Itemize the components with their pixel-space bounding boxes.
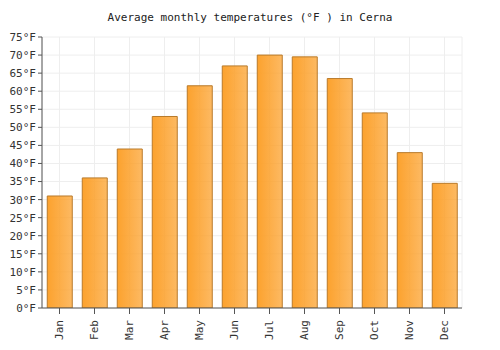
svg-text:25°F: 25°F: [10, 212, 37, 225]
svg-text:Aug: Aug: [298, 320, 311, 340]
svg-text:45°F: 45°F: [10, 139, 37, 152]
svg-text:5°F: 5°F: [16, 284, 36, 297]
svg-text:May: May: [193, 320, 206, 340]
svg-text:60°F: 60°F: [10, 85, 37, 98]
svg-text:Apr: Apr: [158, 320, 171, 340]
svg-text:65°F: 65°F: [10, 67, 37, 80]
svg-text:Jan: Jan: [53, 320, 66, 340]
svg-text:40°F: 40°F: [10, 157, 37, 170]
svg-text:55°F: 55°F: [10, 103, 37, 116]
svg-text:Oct: Oct: [368, 320, 381, 340]
svg-text:Dec: Dec: [438, 320, 451, 340]
svg-text:50°F: 50°F: [10, 121, 37, 134]
html-text:Average monthly temperatures (: Average monthly temperatures (°F ) in Ce…: [107, 11, 393, 24]
svg-text:30°F: 30°F: [10, 194, 37, 207]
svg-text:Mar: Mar: [123, 320, 136, 340]
svg-text:Jul: Jul: [263, 320, 276, 340]
svg-text:10°F: 10°F: [10, 266, 37, 279]
svg-text:0°F: 0°F: [16, 302, 36, 315]
svg-text:Sep: Sep: [333, 320, 346, 340]
svg-text:Feb: Feb: [88, 320, 101, 340]
svg-text:70°F: 70°F: [10, 49, 37, 62]
svg-text:15°F: 15°F: [10, 248, 37, 261]
svg-text:20°F: 20°F: [10, 230, 37, 243]
svg-text:Jun: Jun: [228, 320, 241, 340]
svg-text:35°F: 35°F: [10, 175, 37, 188]
svg-text:Nov: Nov: [403, 320, 416, 340]
svg-text:75°F: 75°F: [10, 31, 37, 44]
